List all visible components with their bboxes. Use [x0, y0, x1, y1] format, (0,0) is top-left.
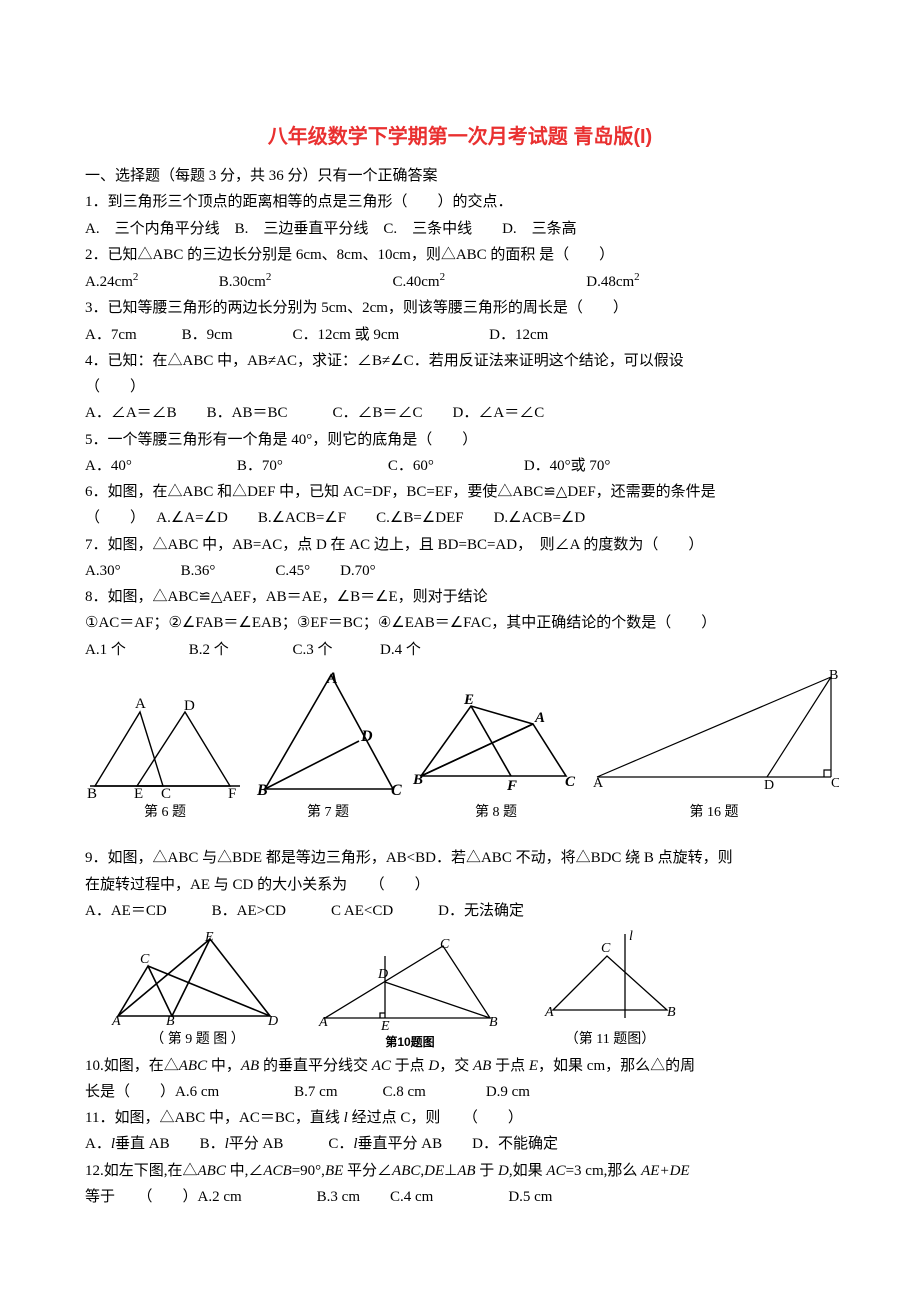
page-title: 八年级数学下学期第一次月考试题 青岛版(I): [85, 120, 835, 155]
svg-text:C: C: [161, 786, 171, 799]
svg-text:D: D: [267, 1014, 278, 1026]
question-8-options: A.1 个 B.2 个 C.3 个 D.4 个: [85, 637, 835, 663]
figure-label: 第 8 题: [411, 801, 581, 826]
svg-text:E: E: [204, 931, 214, 945]
question-6: 6．如图，在△ABC 和△DEF 中，已知 AC=DF，BC=EF，要使△ABC…: [85, 479, 835, 505]
question-9-cont: 在旋转过程中，AE 与 CD 的大小关系为 （ ）: [85, 872, 835, 898]
figure-q8: E A B F C: [411, 694, 581, 799]
svg-text:B: B: [829, 669, 838, 683]
svg-text:A: A: [318, 1015, 328, 1030]
question-2-options: A.24cm2 B.30cm2 C.40cm2 D.48cm2: [85, 268, 835, 295]
svg-text:B: B: [87, 786, 97, 799]
svg-text:A: A: [593, 776, 604, 791]
svg-text:B: B: [256, 782, 268, 799]
svg-text:E: E: [134, 786, 143, 799]
question-10-options: 长是（ ）A.6 cm B.7 cm C.8 cm D.9 cm: [85, 1079, 835, 1105]
question-4-cont: （ ）: [85, 374, 835, 400]
svg-text:A: A: [534, 710, 545, 726]
svg-text:D: D: [360, 728, 373, 745]
svg-text:D: D: [184, 698, 195, 714]
figure-label: 第10题图: [315, 1032, 505, 1053]
question-11-options: A．l 垂直 AB B．l 平分 AB C．l 垂直平分 AB D．不能确定: [85, 1131, 835, 1157]
svg-text:E: E: [463, 694, 474, 708]
question-3-options: A．7cm B．9cm C．12cm 或 9cm D．12cm: [85, 322, 835, 348]
question-3: 3．已知等腰三角形的两边长分别为 5cm、2cm，则该等腰三角形的周长是（ ）: [85, 295, 835, 321]
svg-text:C: C: [831, 776, 839, 791]
svg-text:A: A: [135, 696, 146, 712]
question-1-options: A. 三个内角平分线 B. 三边垂直平分线 C. 三条中线 D. 三条高: [85, 216, 835, 242]
question-8-cont: ①AC＝AF；②∠FAB＝∠EAB；③EF＝BC；④∠EAB＝∠FAC，其中正确…: [85, 610, 835, 636]
question-8: 8．如图，△ABC≌△AEF，AB＝AE，∠B＝∠E，则对于结论: [85, 584, 835, 610]
svg-text:E: E: [380, 1019, 390, 1030]
question-5-options: A．40° B．70° C．60° D．40°或 70°: [85, 453, 835, 479]
figure-q10: C D A E B: [315, 938, 505, 1030]
svg-text:D: D: [377, 967, 388, 982]
figure-q16: B A D C: [589, 669, 839, 799]
svg-text:C: C: [391, 782, 402, 799]
figure-q11: l C A B: [535, 928, 685, 1026]
figure-row-1: A D B E C F 第 6 题 A D B C 第 7 题: [85, 669, 835, 826]
figure-q6: A D B E C F: [85, 694, 245, 799]
svg-text:A: A: [326, 670, 338, 687]
question-12-options: 等于 （ ）A.2 cm B.3 cm C.4 cm D.5 cm: [85, 1184, 835, 1210]
question-1: 1．到三角形三个顶点的距离相等的点是三角形（ ）的交点．: [85, 189, 835, 215]
svg-text:B: B: [166, 1014, 175, 1026]
svg-text:C: C: [565, 774, 576, 790]
question-11: 11．如图，△ABC 中，AC＝BC，直线 l 经过点 C，则 （ ）: [85, 1105, 835, 1131]
question-10: 10.如图，在△ABC 中，AB 的垂直平分线交 AC 于点 D，交 AB 于点…: [85, 1053, 835, 1079]
svg-text:F: F: [506, 778, 517, 794]
figure-q7: A D B C: [253, 669, 403, 799]
question-4: 4．已知：在△ABC 中，AB≠AC，求证：∠B≠∠C．若用反证法来证明这个结论…: [85, 348, 835, 374]
svg-text:B: B: [667, 1005, 676, 1020]
figure-q9: C E A B D: [110, 931, 285, 1026]
question-4-options: A．∠A＝∠B B．AB＝BC C．∠B＝∠C D．∠A＝∠C: [85, 400, 835, 426]
svg-text:B: B: [412, 772, 423, 788]
question-9: 9．如图，△ABC 与△BDE 都是等边三角形，AB<BD．若△ABC 不动，将…: [85, 845, 835, 871]
figure-label: （ 第 9 题 图 ）: [110, 1028, 285, 1053]
question-6-cont: （ ） A.∠A=∠D B.∠ACB=∠F C.∠B=∠DEF D.∠ACB=∠…: [85, 505, 835, 531]
figure-label: （第 11 题图）: [535, 1028, 685, 1053]
figure-label: 第 6 题: [85, 801, 245, 826]
question-9-options: A．AE＝CD B．AE>CD C AE<CD D．无法确定: [85, 898, 835, 924]
svg-text:l: l: [629, 929, 633, 944]
question-2: 2．已知△ABC 的三边长分别是 6cm、8cm、10cm，则△ABC 的面积 …: [85, 242, 835, 268]
svg-text:C: C: [440, 938, 450, 952]
question-5: 5．一个等腰三角形有一个角是 40°，则它的底角是（ ）: [85, 427, 835, 453]
question-7: 7．如图，△ABC 中，AB=AC，点 D 在 AC 边上，且 BD=BC=AD…: [85, 532, 835, 558]
svg-text:D: D: [764, 778, 774, 793]
section-heading: 一、选择题（每题 3 分，共 36 分）只有一个正确答案: [85, 163, 835, 189]
svg-text:A: A: [111, 1014, 121, 1026]
figure-label: 第 7 题: [253, 801, 403, 826]
svg-text:C: C: [601, 941, 611, 956]
question-12: 12.如左下图,在△ABC 中,∠ACB=90°,BE 平分∠ABC,DE⊥AB…: [85, 1158, 835, 1184]
figure-row-2: C E A B D （ 第 9 题 图 ） C D A E B: [85, 928, 835, 1053]
svg-text:A: A: [544, 1005, 554, 1020]
figure-label: 第 16 题: [589, 801, 839, 826]
svg-text:B: B: [489, 1015, 498, 1030]
question-7-options: A.30° B.36° C.45° D.70°: [85, 558, 835, 584]
svg-text:F: F: [228, 786, 236, 799]
svg-text:C: C: [140, 952, 150, 967]
